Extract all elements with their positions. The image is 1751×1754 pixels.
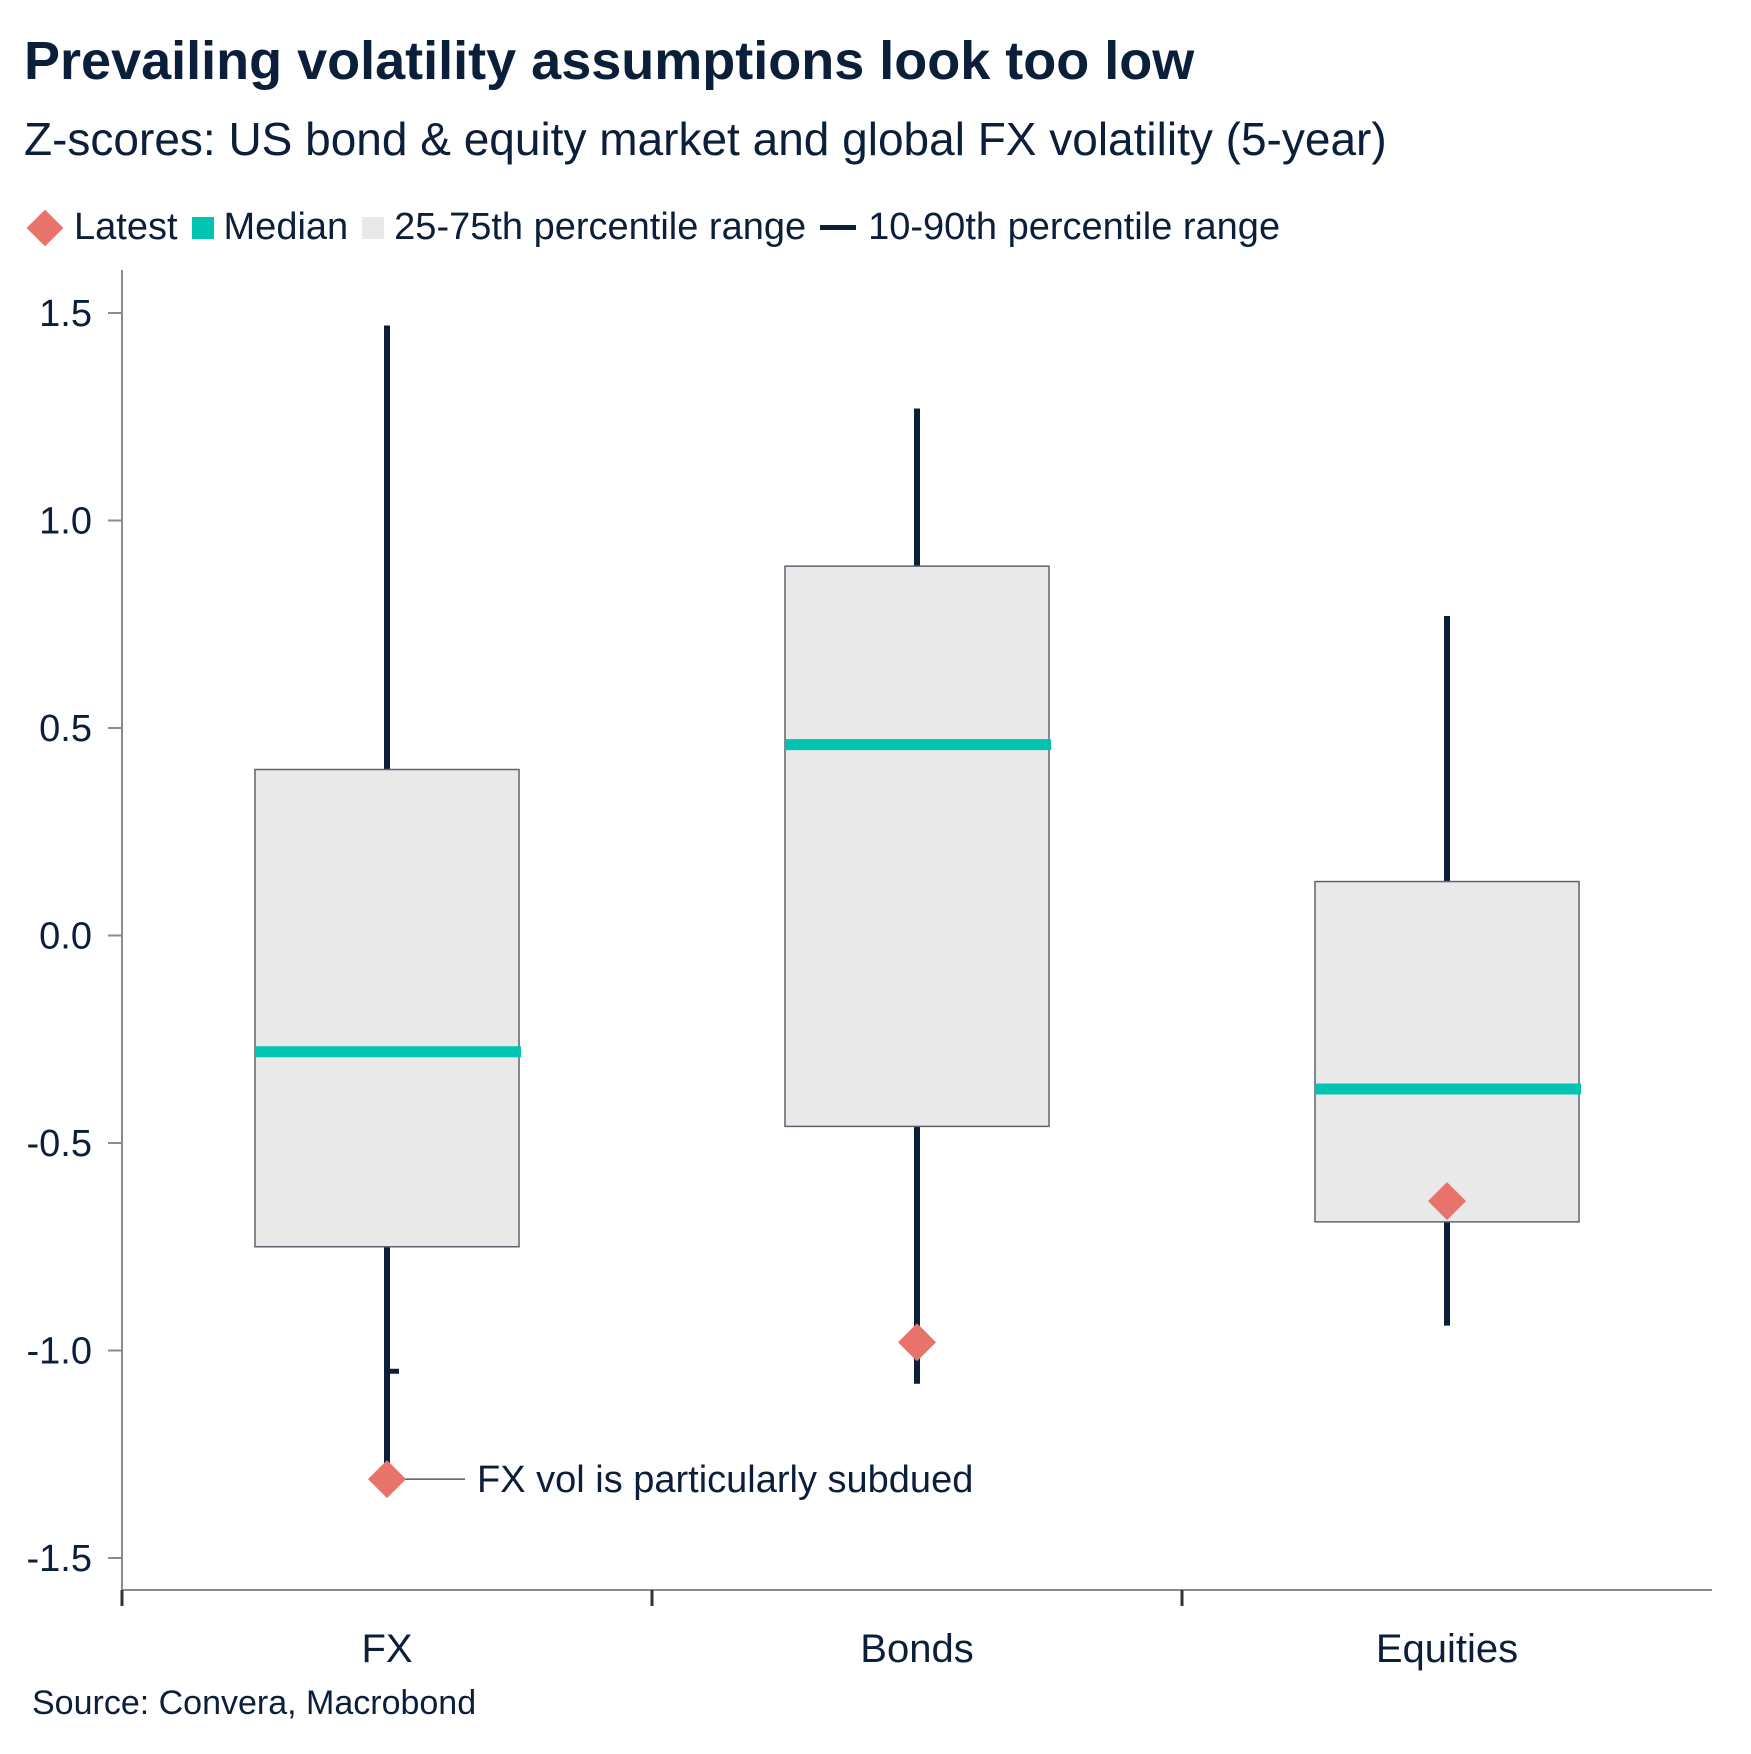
legend-iqr-label: 25-75th percentile range <box>394 206 807 248</box>
chart-title: Prevailing volatility assumptions look t… <box>24 31 1195 91</box>
legend-latest-label: Latest <box>74 206 178 248</box>
legend-range: 10-90th percentile range <box>820 206 1280 249</box>
y-tick-label: 1.5 <box>39 293 92 335</box>
legend-iqr: 25-75th percentile range <box>362 206 806 249</box>
legend-latest: Latest <box>24 206 178 249</box>
box-square-icon <box>362 216 385 239</box>
range-line-icon <box>820 225 857 230</box>
iqr-box-bonds <box>784 565 1050 1128</box>
source-note: Source: Convera, Macrobond <box>32 1684 477 1722</box>
legend-range-label: 10-90th percentile range <box>868 206 1281 248</box>
y-tick-label: 0.5 <box>39 708 92 750</box>
x-tick-label: FX <box>361 1627 412 1671</box>
y-tick-label: -1.0 <box>27 1331 92 1373</box>
legend: Latest Median 25-75th percentile range 1… <box>24 206 1294 249</box>
legend-median: Median <box>191 206 349 249</box>
x-tick-label: Bonds <box>860 1627 973 1671</box>
y-tick-label: 0.0 <box>39 916 92 958</box>
latest-marker-bonds <box>898 1323 936 1362</box>
y-tick-label: -1.5 <box>27 1538 92 1580</box>
y-tick-label: 1.0 <box>39 501 92 543</box>
x-tick-label: Equities <box>1376 1627 1518 1671</box>
annotation-text: FX vol is particularly subdued <box>477 1459 973 1501</box>
iqr-box-equities <box>1314 880 1580 1223</box>
legend-median-label: Median <box>223 206 349 248</box>
y-tick-label: -0.5 <box>27 1123 92 1165</box>
chart-subtitle: Z-scores: US bond & equity market and gl… <box>24 113 1387 165</box>
latest-marker-fx <box>368 1460 406 1499</box>
iqr-box-fx <box>254 768 520 1248</box>
median-square-icon <box>191 216 214 239</box>
latest-marker-equities <box>1428 1182 1466 1221</box>
